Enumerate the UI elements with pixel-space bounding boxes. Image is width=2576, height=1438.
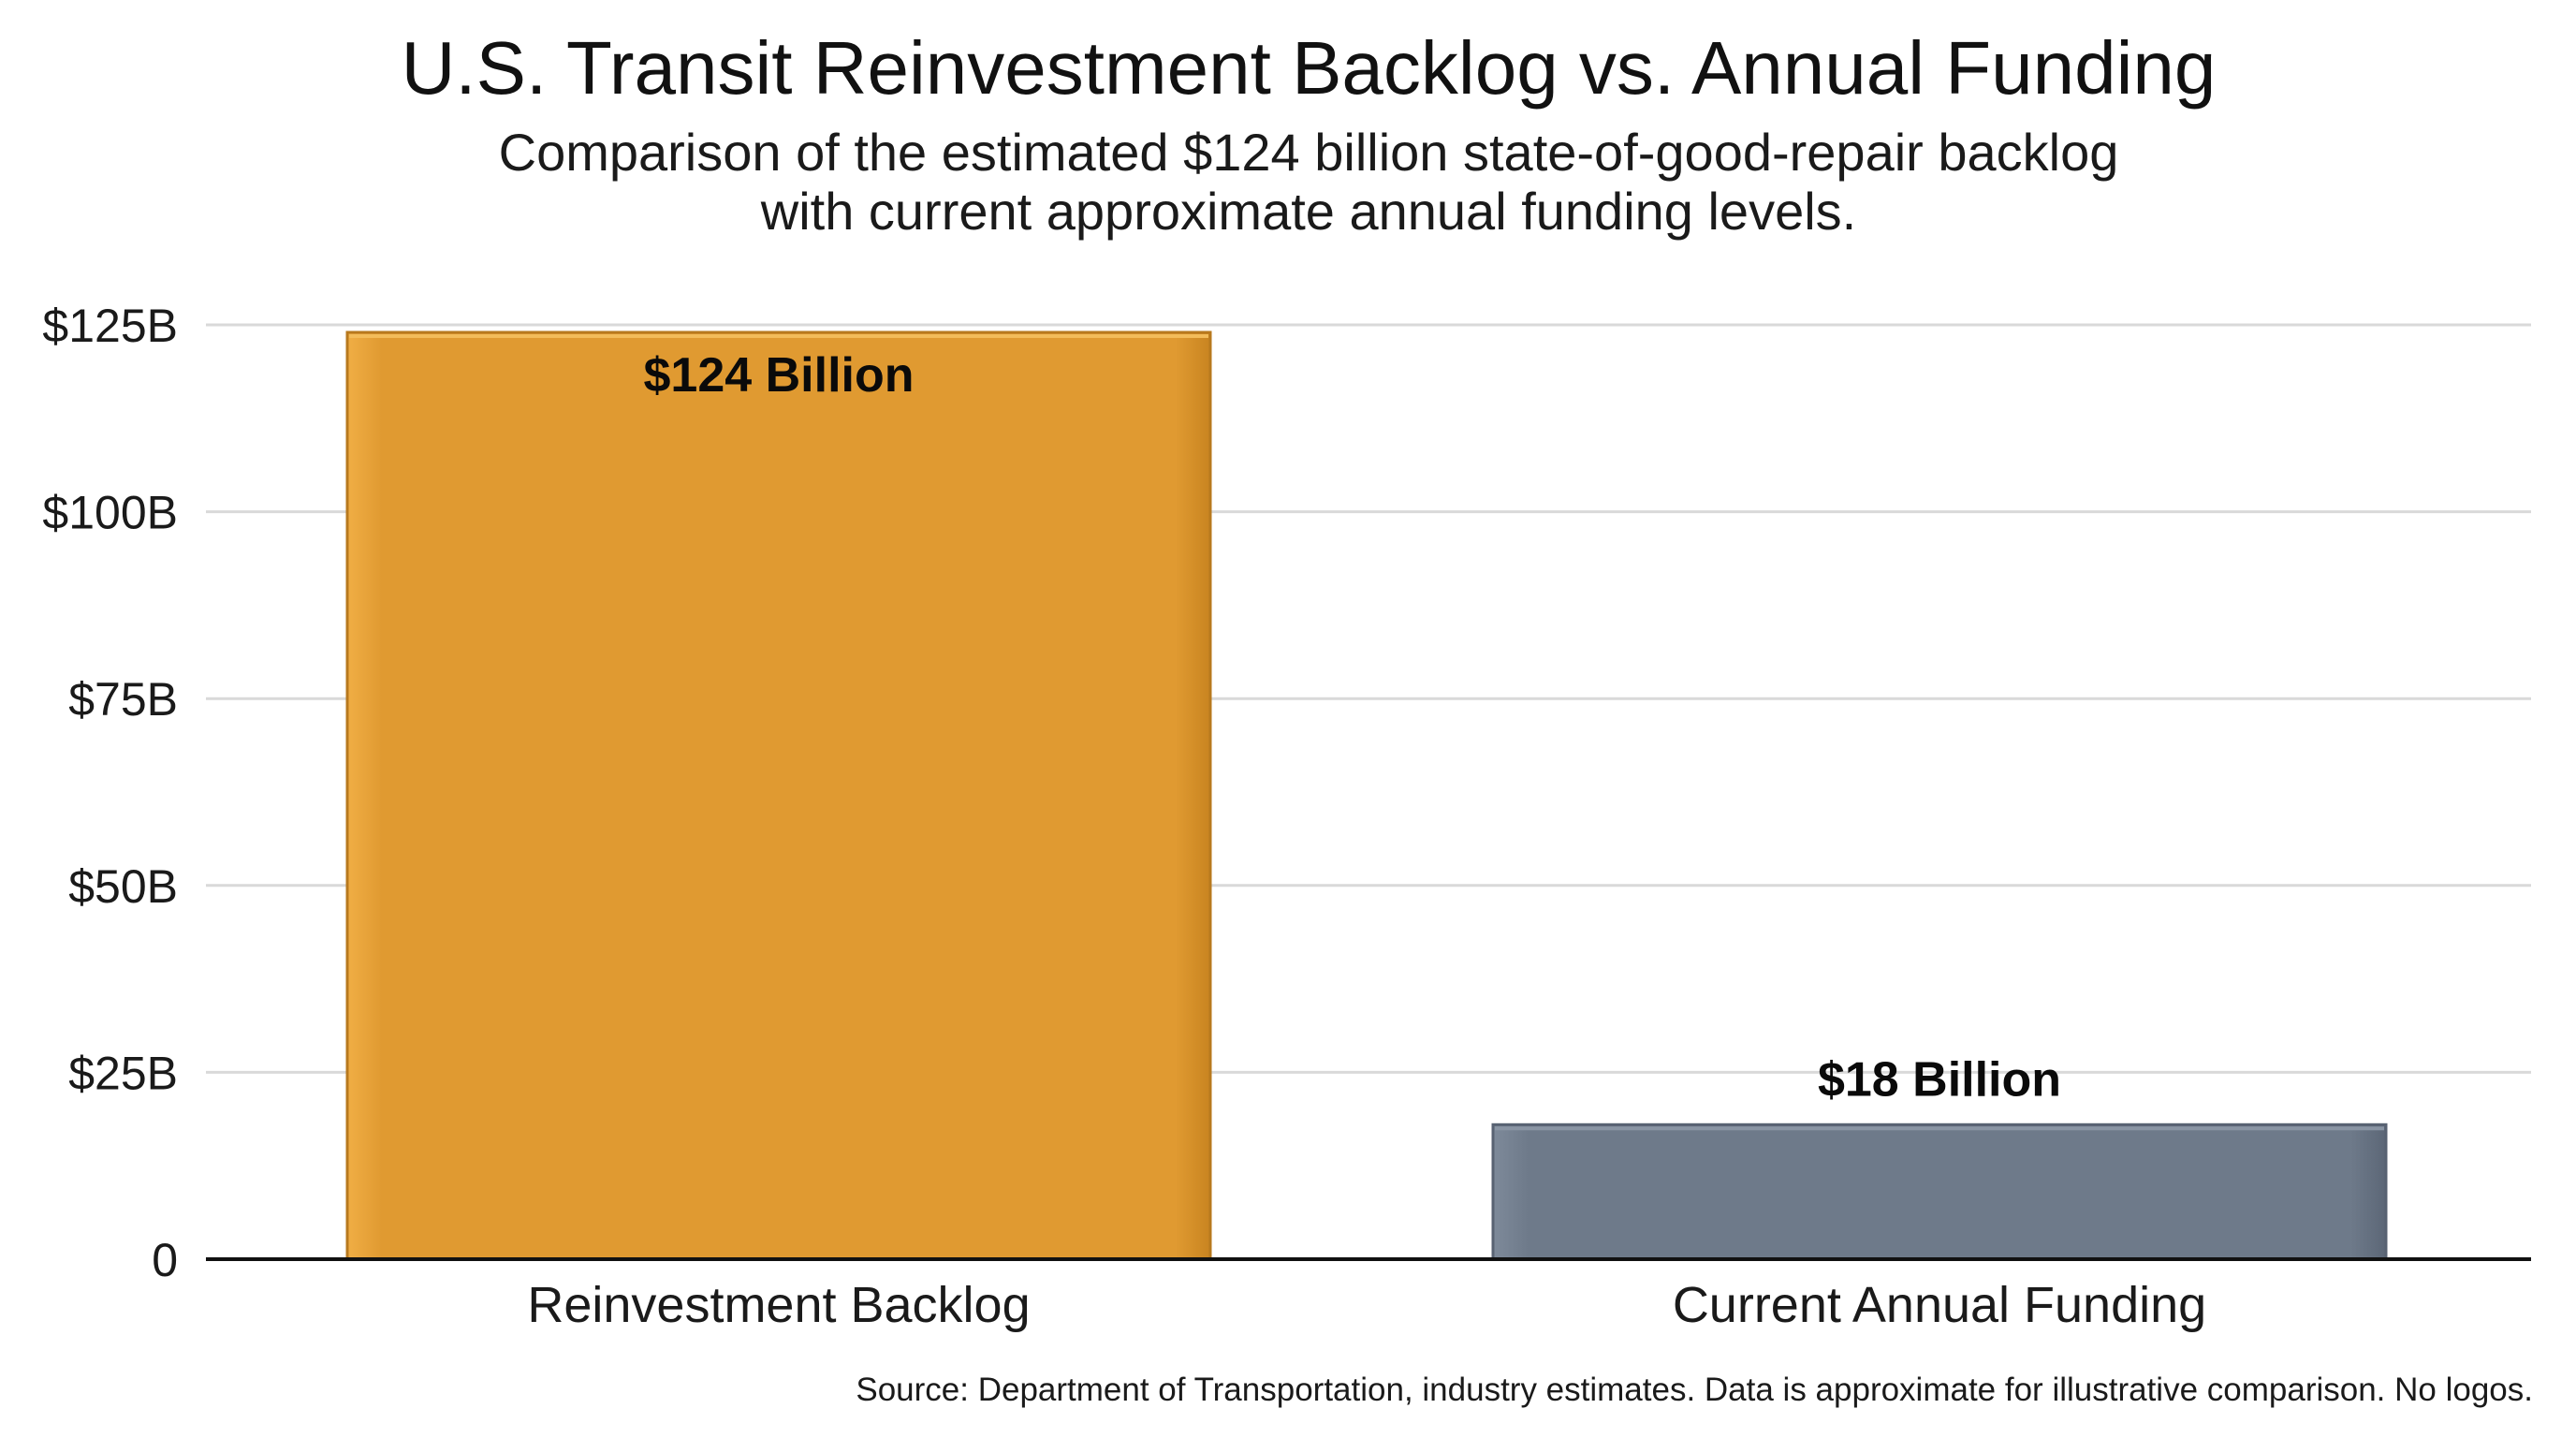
bar-highlight [1495, 1126, 2384, 1131]
y-tick-label: $50B [68, 860, 178, 913]
data-label-reinvestment-backlog: $124 Billion [644, 348, 915, 403]
bars [345, 330, 2388, 1261]
x-category-label-reinvestment-backlog: Reinvestment Backlog [527, 1277, 1030, 1333]
bar-highlight [349, 333, 1208, 338]
chart-subtitle-line-1: Comparison of the estimated $124 billion… [499, 123, 2119, 182]
y-axis-tick-labels: 0 $25B $50B $75B $100B $125B [42, 300, 178, 1286]
x-axis-category-labels: Reinvestment Backlog Current Annual Fundi… [527, 1277, 2206, 1333]
bar-reinvestment-backlog [345, 330, 1212, 1261]
bar-current-annual-funding [1491, 1123, 2388, 1261]
y-tick-label: $125B [42, 300, 178, 352]
y-tick-label: $75B [68, 673, 178, 726]
x-category-label-current-annual-funding: Current Annual Funding [1673, 1277, 2206, 1333]
chart-title: U.S. Transit Reinvestment Backlog vs. An… [402, 26, 2217, 110]
data-labels: $124 Billion $18 Billion [644, 348, 2062, 1107]
chart-subtitle-line-2: with current approximate annual funding … [760, 182, 1856, 241]
data-label-current-annual-funding: $18 Billion [1818, 1052, 2061, 1107]
source-note: Source: Department of Transportation, in… [856, 1372, 2533, 1408]
y-tick-label: $100B [42, 487, 178, 539]
y-tick-label: $25B [68, 1047, 178, 1099]
y-tick-label: 0 [152, 1234, 178, 1286]
